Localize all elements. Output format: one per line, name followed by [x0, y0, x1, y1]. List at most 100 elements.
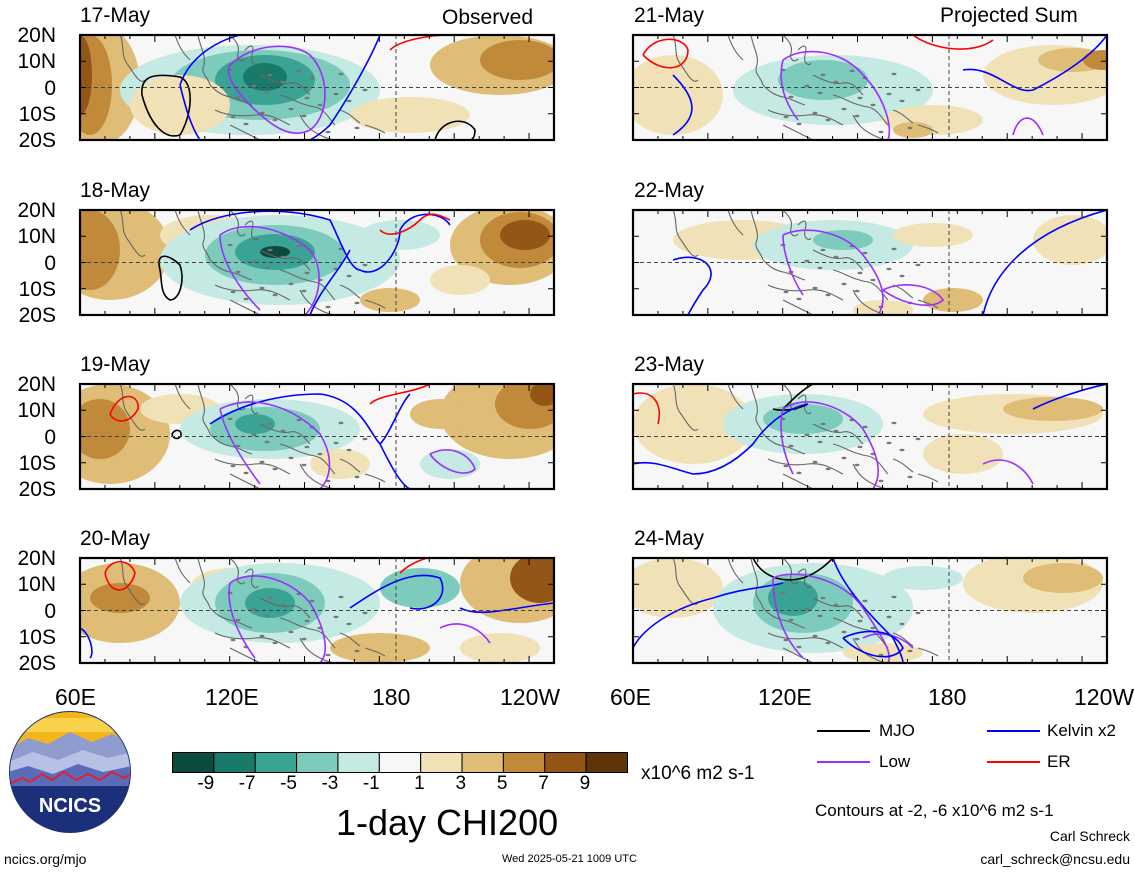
coastline	[229, 473, 261, 489]
island	[259, 634, 265, 638]
colorbar-swatch	[296, 752, 339, 773]
coastline	[209, 607, 253, 629]
island	[304, 619, 310, 623]
legend-label-mjo: MJO	[879, 721, 915, 740]
chi-shade	[330, 633, 430, 663]
island	[354, 126, 360, 130]
island	[796, 645, 802, 649]
contour-line	[104, 560, 136, 591]
chi-shade	[883, 566, 963, 590]
island	[227, 417, 233, 421]
island	[272, 118, 278, 122]
island	[891, 595, 897, 599]
footer-email[interactable]: carl_schreck@ncsu.edu	[980, 851, 1130, 867]
contour-line	[179, 35, 381, 140]
island	[870, 278, 876, 282]
chi-shade	[530, 384, 554, 406]
island	[886, 441, 892, 445]
island	[267, 596, 273, 600]
contour-line	[228, 575, 326, 663]
island	[783, 290, 789, 294]
island	[301, 463, 307, 467]
chi-shade	[923, 434, 1003, 474]
island	[915, 263, 921, 267]
island	[907, 126, 913, 130]
contour-line	[633, 392, 660, 425]
island	[251, 259, 257, 263]
contour-line	[219, 225, 320, 315]
coastline	[782, 647, 814, 663]
island	[817, 91, 823, 95]
island	[251, 433, 257, 437]
lat-label-row1: 10S	[18, 102, 56, 126]
date-label-observed-3: 19-May	[80, 353, 151, 376]
coastline	[917, 124, 939, 134]
colorbar-tick-label: 5	[496, 773, 508, 794]
coastline	[229, 299, 261, 315]
lat-label-row1: 20N	[17, 24, 56, 47]
colorbar-tick-label: 9	[579, 773, 591, 794]
coastline	[812, 597, 864, 619]
lon-label-right-120w: 120W	[1074, 684, 1135, 710]
map-panel-observed-2	[78, 208, 556, 317]
chi-shade	[90, 583, 150, 613]
coastline	[917, 647, 939, 657]
island	[267, 422, 273, 426]
island	[825, 467, 831, 471]
island	[230, 464, 236, 468]
coastline	[214, 632, 291, 649]
island	[296, 69, 302, 73]
island	[301, 637, 307, 641]
coastline	[797, 45, 812, 66]
island	[264, 91, 270, 95]
chi-shade	[460, 633, 540, 663]
island	[796, 122, 802, 126]
island	[820, 422, 826, 426]
contour-line	[672, 35, 1107, 136]
chi-shade	[763, 404, 843, 434]
observed-header: Observed	[442, 6, 534, 29]
lon-label-left-180: 180	[372, 684, 411, 710]
coastline	[339, 458, 361, 473]
coastline	[762, 607, 806, 629]
colorbar-swatch	[585, 752, 628, 773]
island	[272, 641, 278, 645]
coastline	[750, 384, 764, 435]
island	[264, 614, 270, 618]
chi-shade	[1023, 563, 1103, 593]
footer-author: Carl Schreck	[1049, 828, 1130, 844]
lat-label-row3: 0	[44, 425, 56, 449]
island	[891, 247, 897, 251]
island	[841, 107, 847, 111]
chi-shade	[813, 230, 873, 250]
island	[857, 271, 863, 275]
colorbar-tick-label: 1	[414, 773, 425, 794]
island	[346, 622, 352, 626]
lon-label-right-180: 180	[928, 684, 967, 710]
island	[854, 114, 860, 118]
island	[812, 286, 818, 290]
lat-label-row2: 20N	[17, 199, 56, 222]
lat-label-row4: 20S	[18, 652, 56, 675]
coastline	[782, 299, 814, 315]
coastline	[259, 597, 311, 619]
island	[915, 437, 921, 441]
island	[899, 274, 905, 278]
island	[301, 114, 307, 118]
island	[235, 618, 241, 622]
island	[854, 463, 860, 467]
coastline	[244, 220, 259, 241]
island	[346, 274, 352, 278]
contour-line	[429, 449, 476, 474]
coastline	[209, 259, 253, 281]
coastline	[782, 124, 814, 140]
lon-label-left-120w: 120W	[500, 684, 561, 710]
footer-url[interactable]: ncics.org/mjo	[4, 851, 87, 867]
island	[862, 599, 868, 603]
island	[841, 630, 847, 634]
coastline	[279, 269, 336, 301]
island	[820, 248, 826, 252]
chi-shade	[80, 399, 130, 459]
island	[280, 80, 286, 84]
